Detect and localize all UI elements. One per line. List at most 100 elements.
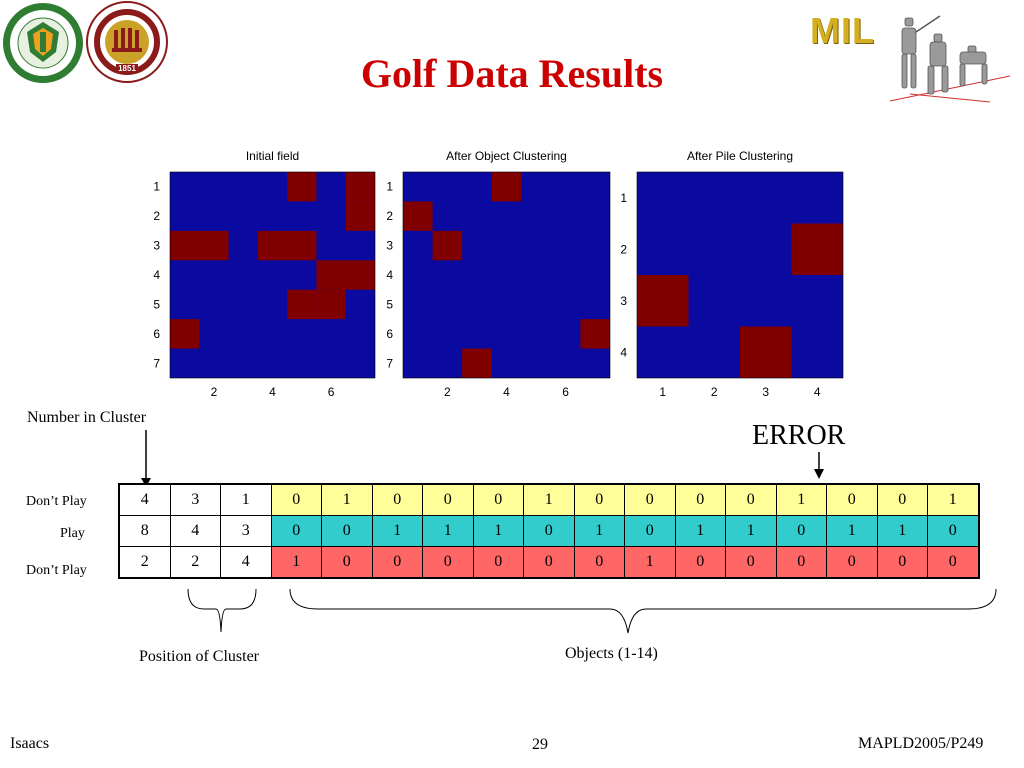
object-cell: 0 (876, 546, 928, 579)
y-tick-label: 5 (153, 297, 160, 311)
x-tick-label: 2 (444, 385, 451, 399)
fsu-year: 1851 (118, 64, 136, 73)
cluster-cell: 1 (220, 483, 272, 516)
error-label: ERROR (752, 420, 846, 451)
famu-logo (2, 2, 84, 84)
occupied-cell (345, 172, 375, 202)
object-cell: 0 (624, 515, 676, 547)
object-cell: 1 (573, 515, 625, 547)
occupied-cell (287, 289, 317, 320)
object-cell: 0 (321, 515, 373, 547)
cluster-cell: 2 (169, 546, 221, 579)
cluster-cell: 4 (118, 483, 171, 516)
object-cell: 1 (624, 546, 676, 579)
object-cell: 0 (674, 546, 726, 579)
occupied-cell (791, 223, 843, 275)
object-cell: 0 (775, 546, 827, 579)
plot-field (403, 172, 610, 378)
x-tick-label: 4 (503, 385, 510, 399)
object-cell: 0 (270, 515, 322, 547)
x-tick-label: 6 (562, 385, 569, 399)
number-in-cluster-label: Number in Cluster (27, 409, 147, 426)
y-tick-label: 2 (386, 209, 393, 223)
object-cell: 1 (826, 515, 878, 547)
y-tick-label: 4 (620, 345, 627, 359)
object-cell: 0 (321, 546, 373, 579)
occupied-cell (287, 172, 317, 202)
x-tick-label: 4 (814, 385, 821, 399)
y-tick-label: 4 (153, 268, 160, 282)
x-tick-label: 4 (269, 385, 276, 399)
x-tick-label: 2 (711, 385, 718, 399)
object-cell: 1 (523, 483, 575, 516)
plot-frame (402, 171, 611, 379)
y-tick-label: 7 (153, 356, 160, 370)
object-cell: 0 (472, 546, 524, 579)
object-cell: 1 (321, 483, 373, 516)
mil-logo: MIL (810, 6, 1020, 106)
object-cell: 0 (472, 483, 524, 516)
object-cell: 1 (927, 483, 979, 516)
occupied-cell (403, 201, 433, 231)
position-brace (186, 587, 258, 637)
object-cell: 0 (523, 546, 575, 579)
occupied-cell (580, 319, 610, 349)
fsu-seal-logo (86, 0, 168, 84)
objects-brace (288, 587, 1000, 637)
plot-frame (169, 171, 376, 379)
occupied-cell (199, 230, 229, 261)
occupied-cell (170, 230, 200, 261)
cluster-cell: 4 (220, 546, 272, 579)
object-cell: 0 (371, 546, 423, 579)
x-tick-label: 3 (762, 385, 769, 399)
y-tick-label: 6 (386, 327, 393, 341)
cluster-cell: 2 (118, 546, 171, 579)
plot-pile-clustering: After Pile Clustering 1 2 3 4 1 2 3 4 (600, 140, 860, 410)
row-label-play: Play (60, 526, 85, 541)
plot-svg-1: After Object Clustering 1 2 3 4 5 6 7 2 4 6 (386, 149, 611, 399)
occupied-cell (345, 260, 375, 290)
occupied-cell (287, 230, 317, 261)
y-tick-label: 1 (620, 191, 627, 205)
y-tick-label: 1 (153, 180, 160, 194)
plot-initial-field: Initial field 1 2 3 4 5 6 7 2 4 6 (140, 140, 390, 410)
mil-logo-text: MIL (810, 10, 875, 51)
position-of-cluster-label: Position of Cluster (139, 648, 260, 665)
footer-author: Isaacs (10, 735, 50, 752)
y-tick-label: 4 (386, 268, 393, 282)
object-cell: 1 (725, 515, 777, 547)
object-cell: 1 (775, 483, 827, 516)
y-tick-label: 1 (386, 180, 393, 194)
object-cell: 1 (422, 515, 474, 547)
y-tick-label: 5 (386, 297, 393, 311)
x-tick-label: 6 (328, 385, 335, 399)
slide-title: Golf Data Results (360, 51, 664, 96)
x-tick-label: 1 (659, 385, 666, 399)
object-cell: 0 (422, 546, 474, 579)
occupied-cell (257, 230, 288, 261)
occupied-cell (491, 172, 522, 202)
number-in-cluster-arrow (140, 430, 152, 488)
cluster-cell: 3 (169, 483, 221, 516)
y-tick-label: 6 (153, 327, 160, 341)
object-cell: 0 (573, 546, 625, 579)
footer-page-number: 29 (532, 736, 548, 753)
y-tick-label: 2 (620, 242, 627, 256)
cluster-cell: 4 (169, 515, 221, 547)
object-cell: 0 (927, 515, 979, 547)
object-cell: 0 (876, 483, 928, 516)
cluster-cell: 3 (220, 515, 272, 547)
object-cell: 1 (270, 546, 322, 579)
object-cell: 1 (371, 515, 423, 547)
footer-conference: MAPLD2005/P249 (858, 735, 984, 752)
occupied-cell (316, 289, 346, 320)
object-cell: 1 (472, 515, 524, 547)
object-cell: 0 (270, 483, 322, 516)
y-tick-label: 2 (153, 209, 160, 223)
object-cell: 0 (775, 515, 827, 547)
plot-svg-0: Initial field 1 2 3 4 5 6 7 2 4 6 (153, 149, 376, 399)
occupied-cell (316, 260, 346, 290)
